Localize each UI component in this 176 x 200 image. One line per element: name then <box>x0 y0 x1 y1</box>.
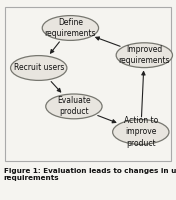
Text: Figure 1: Evaluation leads to changes in usability
requirements: Figure 1: Evaluation leads to changes in… <box>4 168 176 181</box>
Text: Action to
improve
product: Action to improve product <box>124 116 158 148</box>
Ellipse shape <box>46 94 102 119</box>
Ellipse shape <box>113 120 169 144</box>
Ellipse shape <box>42 16 99 40</box>
Ellipse shape <box>116 43 172 68</box>
Text: Improved
requirements: Improved requirements <box>119 45 170 65</box>
Text: Evaluate
product: Evaluate product <box>57 96 91 116</box>
Text: Recruit users: Recruit users <box>14 64 64 72</box>
Ellipse shape <box>11 56 67 80</box>
Text: Define
requirements: Define requirements <box>45 18 96 38</box>
